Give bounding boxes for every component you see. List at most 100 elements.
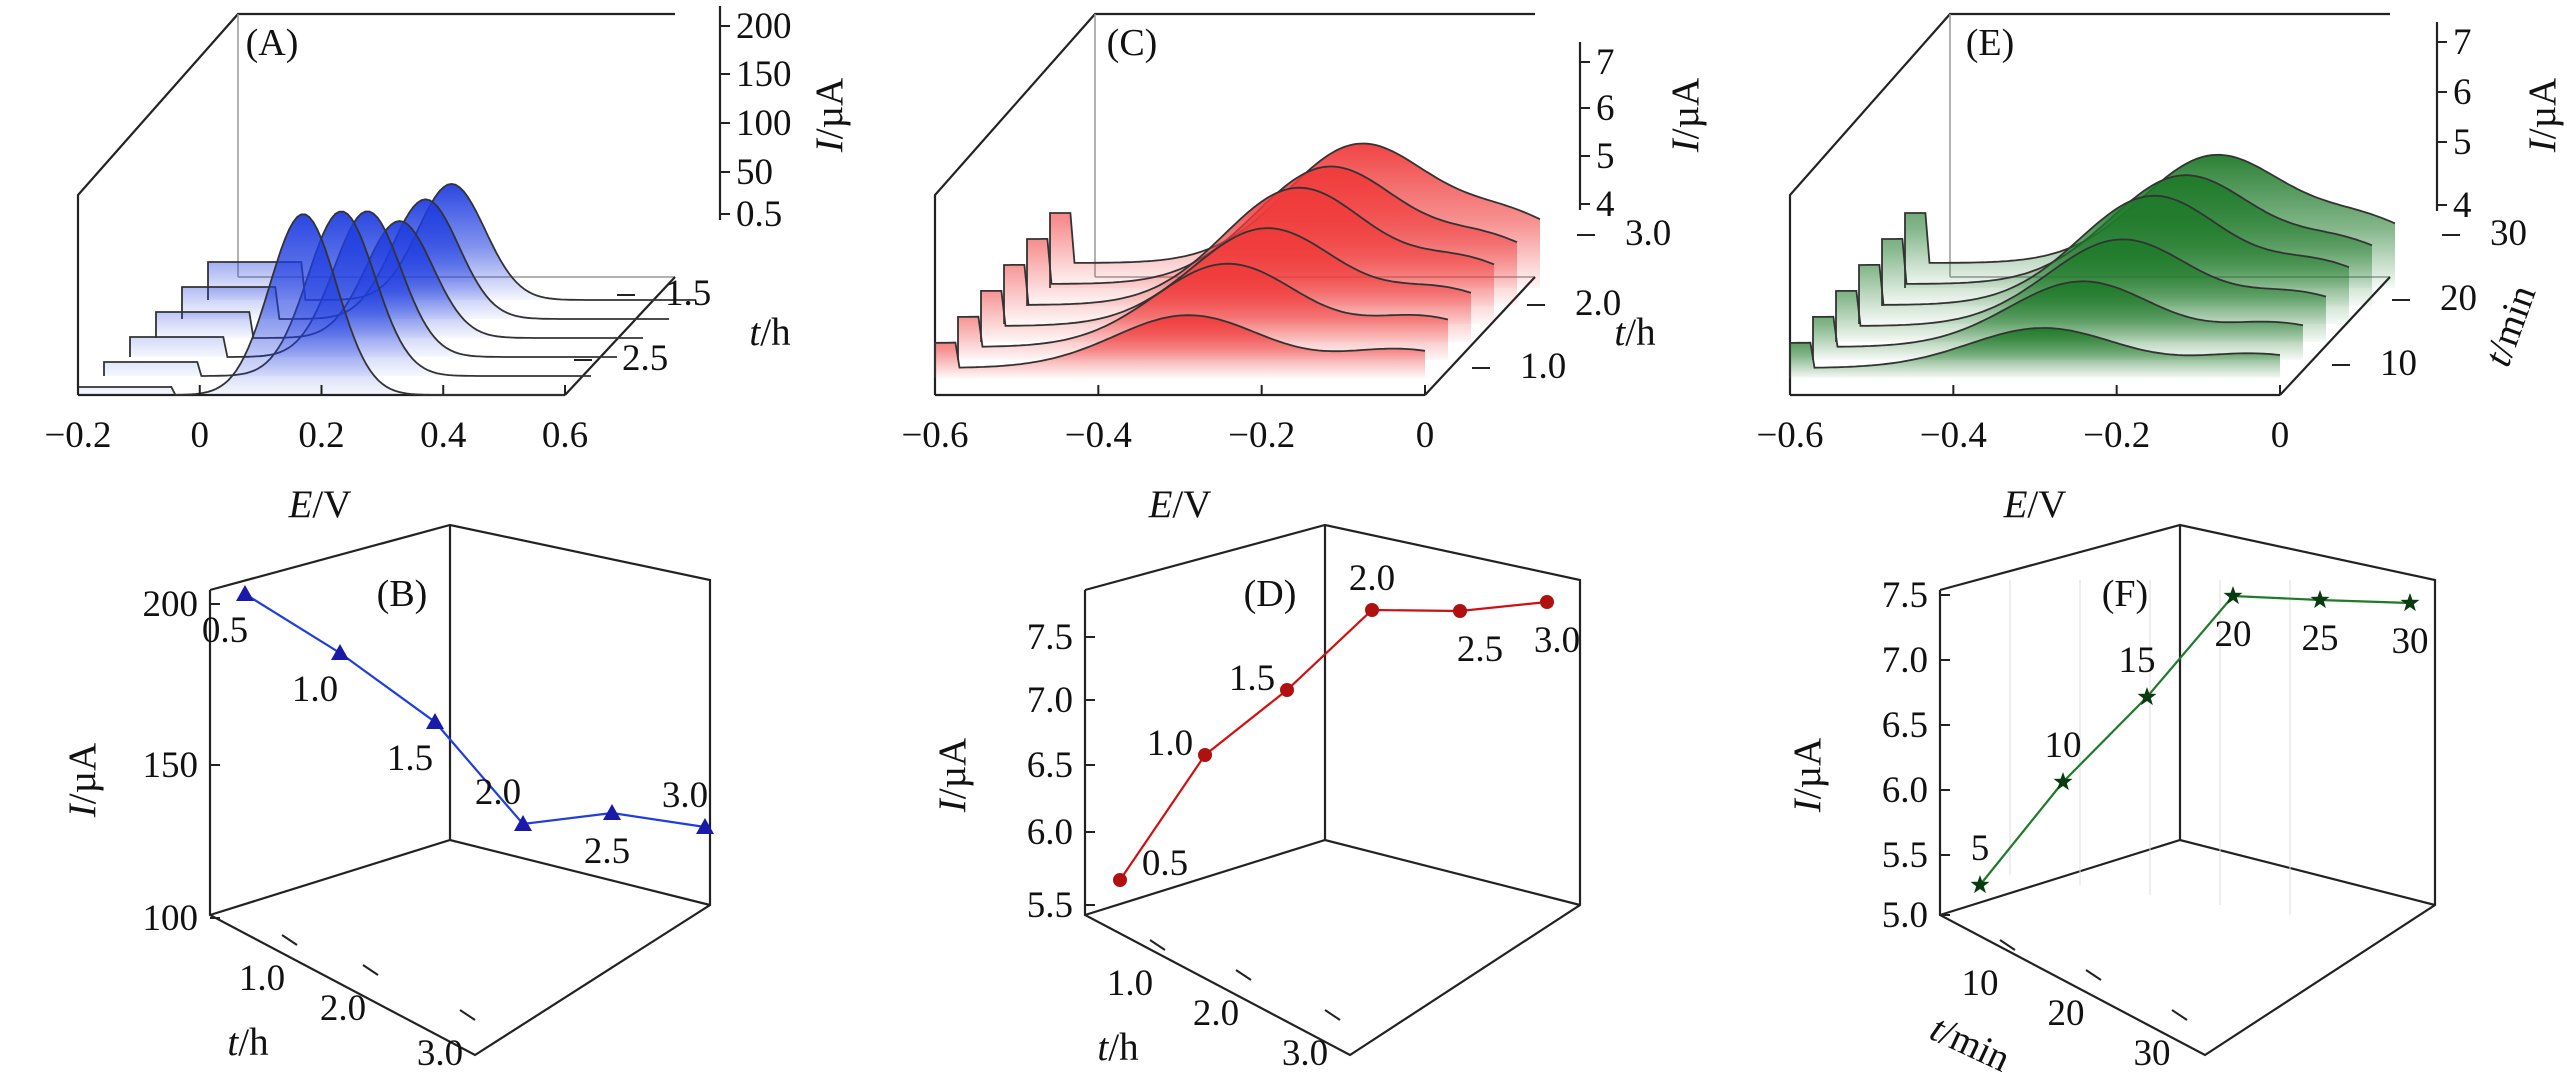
- x-axis-title: t/min: [1924, 1007, 2017, 1079]
- x-tick-label: 30: [2134, 1033, 2171, 1074]
- panel-b: 0.5 1.0 1.5 2.0 2.5 3.0 200 150 100 I/µA 1.0 2.0 3.0…: [61, 523, 714, 1074]
- data-label-0: 0.5: [202, 610, 248, 651]
- y-tick-label: 6.5: [1882, 705, 1928, 746]
- x-tick-mark: [1324, 1009, 1341, 1021]
- x-tick-label: 1.0: [239, 958, 285, 999]
- y-axis-title-var: I: [808, 137, 851, 153]
- panel-a: −0.2 0 0.2 0.4 0.6200150100500.5I/µA1.52.5t/…: [44, 6, 851, 526]
- x-axis-title-unit: /V: [312, 483, 351, 526]
- y-tick-label: 5: [2453, 122, 2472, 163]
- series-line: [1979, 594, 2411, 886]
- y-axis-title: I/µA: [61, 743, 104, 818]
- data-point-4: [603, 804, 621, 820]
- curve-line-0: [77, 213, 565, 396]
- x-tick-label: 10: [1962, 963, 1999, 1004]
- y-tick-label: 50: [736, 152, 773, 193]
- data-label-0: 0.5: [1142, 843, 1188, 884]
- z-axis-title: t/h: [749, 311, 790, 354]
- box-outline: [1083, 523, 1582, 1057]
- y-tick-label: 150: [143, 745, 199, 786]
- x-tick-mark: [2085, 969, 2102, 981]
- data-point-3: [2223, 586, 2243, 605]
- x-axis-title-var: t: [1097, 1026, 1109, 1069]
- y-tick-label: 4: [1596, 184, 1615, 225]
- curve-line-1: [957, 262, 1449, 360]
- y-axis-title-unit: /µA: [1664, 78, 1707, 139]
- y-tick-label: 200: [143, 584, 199, 625]
- x-tick-label: 0.2: [298, 415, 344, 456]
- z-tick-label: 1.5: [665, 273, 711, 314]
- x-tick-mark: [362, 964, 379, 976]
- z-axis-title-var: t: [1614, 311, 1626, 354]
- x-tick-label: 20: [2048, 993, 2085, 1034]
- y-axis-title-unit: /µA: [2521, 78, 2564, 139]
- y-tick-label: 6.0: [1882, 770, 1928, 811]
- z-axis-title-unit: /h: [1625, 311, 1655, 354]
- x-tick-label: 0: [1416, 415, 1435, 456]
- y-axis-title: I/µA: [808, 78, 851, 153]
- cube-back-frame: [76, 12, 675, 395]
- data-point-0: [1113, 873, 1127, 887]
- data-label-1: 10: [2045, 725, 2082, 766]
- data-point-2: [1280, 683, 1294, 697]
- curve-fill-0: [78, 214, 565, 395]
- data-label-4: 2.5: [584, 831, 630, 872]
- y-axis-title-var: I: [1664, 137, 1707, 153]
- data-point-5: [2400, 593, 2420, 612]
- series-line: [1119, 600, 1548, 881]
- y-tick-label: 7: [1596, 42, 1615, 83]
- y-tick-label: 7.0: [1027, 680, 1073, 721]
- x-axis-title: E/V: [1148, 483, 1212, 526]
- x-axis-title-unit: /h: [1108, 1026, 1138, 1069]
- box-floor: [1939, 838, 2436, 917]
- curve-line-2: [129, 210, 617, 358]
- x-axis-title-var: E: [2003, 483, 2028, 526]
- data-point-3: [1365, 603, 1379, 617]
- x-tick-label: −0.4: [1920, 415, 1987, 456]
- y-axis-title-var: I: [2521, 137, 2564, 153]
- y-tick-label: 6: [2453, 72, 2472, 113]
- curve-line-4: [181, 198, 669, 320]
- series-line: [244, 593, 706, 829]
- y-tick-label: 0.5: [736, 194, 782, 235]
- x-axis-title-unit: /V: [2027, 483, 2066, 526]
- y-axis-title-unit: /µA: [808, 78, 851, 139]
- curve-line-0: [934, 314, 1426, 378]
- z-axis-title: t/h: [1614, 311, 1655, 354]
- data-point-2: [2137, 687, 2157, 706]
- y-axis-title-var: I: [931, 797, 974, 813]
- x-tick-label: 1.0: [1107, 963, 1153, 1004]
- y-tick-label: 7.5: [1027, 617, 1073, 658]
- z-axis-title-unit: /h: [760, 311, 790, 354]
- panel-label: (B): [377, 573, 428, 615]
- y-tick-label: 5.0: [1882, 895, 1928, 936]
- x-tick-label: −0.4: [1065, 415, 1132, 456]
- y-axis-title-unit: /µA: [61, 743, 104, 804]
- y-axis-title: I/µA: [931, 738, 974, 813]
- z-tick-label: 1.0: [1520, 346, 1566, 387]
- y-tick-label: 7: [2453, 22, 2472, 63]
- data-label-3: 2.0: [475, 772, 521, 813]
- y-tick-label: 5: [1596, 136, 1615, 177]
- data-label-3: 20: [2215, 614, 2252, 655]
- x-tick-label: 0.4: [420, 415, 466, 456]
- data-label-3: 2.0: [1349, 558, 1395, 599]
- curve-fill-0: [935, 315, 1425, 378]
- data-point-3: [514, 815, 532, 831]
- y-tick-label: 150: [736, 54, 792, 95]
- y-axis-title-var: I: [1786, 797, 1829, 813]
- x-tick-mark: [1235, 969, 1252, 981]
- cube-back-frame: [933, 12, 1535, 395]
- y-tick-label: 200: [736, 6, 792, 47]
- x-axis-title-var: E: [288, 483, 313, 526]
- x-tick-label: 0.6: [542, 415, 588, 456]
- y-axis-title-unit: /µA: [931, 738, 974, 799]
- cube-back-frame: [1788, 12, 2390, 395]
- panel-c: −0.6 −0.4 −0.2 0 7 6 5 4 I/µA 3.02.01.0 t/h E/V (C): [901, 12, 1707, 526]
- y-tick-label: 100: [143, 898, 199, 939]
- x-axis-title: t/h: [227, 1021, 268, 1064]
- x-tick-label: −0.6: [901, 415, 968, 456]
- box-floor: [209, 838, 711, 917]
- curve-line-2: [980, 227, 1472, 342]
- x-tick-label: −0.6: [1756, 415, 1823, 456]
